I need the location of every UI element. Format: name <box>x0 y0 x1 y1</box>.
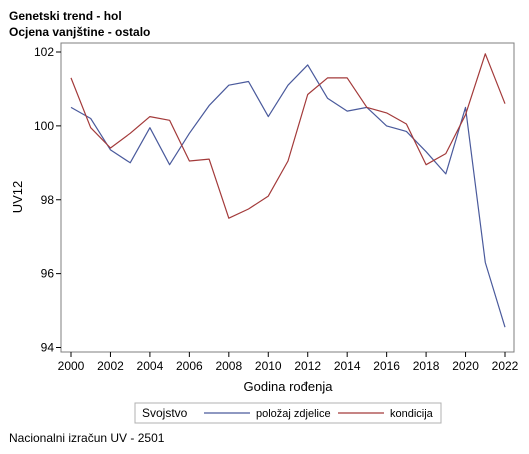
legend-entry: položaj zdjelice <box>256 408 331 420</box>
x-tick-label: 2006 <box>176 359 203 373</box>
x-tick-label: 2002 <box>97 359 124 373</box>
y-tick-label: 100 <box>34 119 54 133</box>
chart-subtitle: Ocjena vanjštine - ostalo <box>9 25 151 39</box>
series-line-polozaj-zdjelice <box>70 64 506 328</box>
legend-title: Svojstvo <box>142 406 188 420</box>
series-line-kondicija <box>70 53 506 219</box>
y-axis-label: UV12 <box>10 181 25 214</box>
legend: Svojstvo položaj zdjelice kondicija <box>134 402 442 424</box>
x-tick-label: 2014 <box>334 359 361 373</box>
series-lines <box>70 53 506 328</box>
x-tick-label: 2018 <box>413 359 440 373</box>
footer-note: Nacionalni izračun UV - 2501 <box>9 431 165 445</box>
plot-border <box>60 42 515 353</box>
y-tick-label: 98 <box>41 193 55 207</box>
chart-title: Genetski trend - hol <box>9 9 122 23</box>
x-tick-label: 2020 <box>452 359 479 373</box>
plot-area <box>60 42 515 353</box>
axis-ticks: 2000 2002 2004 2006 2008 2010 2012 2014 2016 2018… <box>34 45 519 373</box>
x-tick-label: 2012 <box>294 359 321 373</box>
x-tick-label: 2022 <box>492 359 519 373</box>
x-tick-label: 2010 <box>255 359 282 373</box>
legend-box <box>134 402 442 424</box>
x-axis-label: Godina rođenja <box>244 379 334 394</box>
y-tick-label: 94 <box>41 341 55 355</box>
y-tick-label: 102 <box>34 45 54 59</box>
x-tick-label: 2004 <box>137 359 164 373</box>
legend-entry: kondicija <box>390 408 434 420</box>
x-tick-label: 2008 <box>215 359 242 373</box>
x-tick-label: 2000 <box>58 359 85 373</box>
y-tick-label: 96 <box>41 267 55 281</box>
x-tick-label: 2016 <box>373 359 400 373</box>
